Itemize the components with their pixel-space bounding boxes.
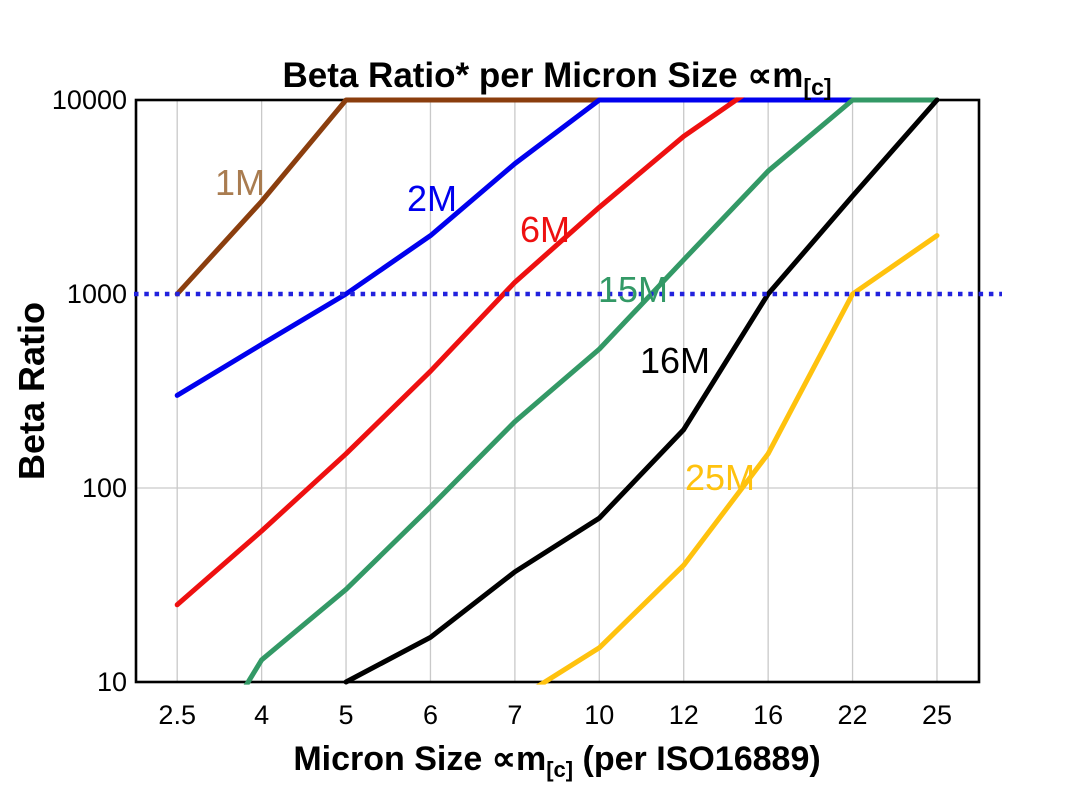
series-group — [174, 97, 940, 685]
y-tick-10: 10 — [97, 667, 127, 697]
x-tick-6: 6 — [423, 700, 438, 730]
series-label-6M: 6M — [520, 209, 570, 250]
y-tick-10000: 10000 — [52, 85, 127, 115]
x-tick-4: 4 — [254, 700, 269, 730]
series-label-25M: 25M — [685, 457, 755, 498]
series-line-15M — [243, 97, 940, 685]
x-axis-label: Micron Size ∝m[c] (per ISO16889) — [293, 740, 820, 782]
y-axis-label: Beta Ratio — [11, 302, 52, 480]
x-tick-5: 5 — [339, 700, 354, 730]
x-tick-25: 25 — [922, 700, 952, 730]
series-label-15M: 15M — [598, 269, 668, 310]
x-tick-16: 16 — [753, 700, 783, 730]
y-tick-1000: 1000 — [67, 279, 127, 309]
series-line-25M — [535, 233, 940, 685]
series-line-16M — [343, 97, 940, 685]
series-label-1M: 1M — [215, 162, 265, 203]
series-label-2M: 2M — [407, 178, 457, 219]
series-line-1M — [174, 97, 602, 297]
x-tick-2.5: 2.5 — [158, 700, 196, 730]
y-tick-100: 100 — [82, 473, 127, 503]
series-line-2M — [174, 97, 856, 398]
series-label-16M: 16M — [640, 340, 710, 381]
chart-title: Beta Ratio* per Micron Size ∝m[c] — [282, 56, 831, 100]
x-tick-22: 22 — [838, 700, 868, 730]
x-tick-7: 7 — [507, 700, 522, 730]
series-line-6M — [174, 97, 745, 608]
x-tick-10: 10 — [584, 700, 614, 730]
x-tick-12: 12 — [669, 700, 699, 730]
